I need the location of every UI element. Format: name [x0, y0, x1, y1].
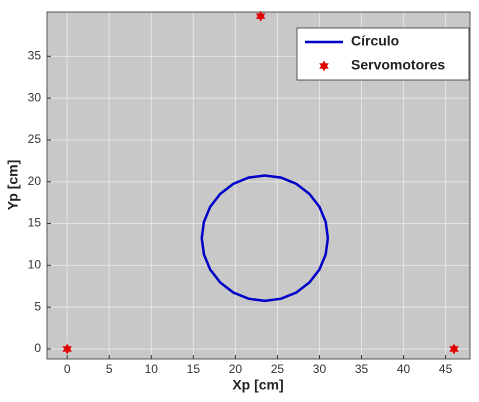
servo-marker	[62, 343, 72, 355]
x-axis-label: Xp [cm]	[232, 377, 283, 393]
x-tick-label: 30	[313, 362, 327, 376]
legend-label: Servomotores	[351, 57, 445, 73]
y-tick-label: 5	[34, 299, 41, 313]
x-tick-label: 45	[439, 362, 453, 376]
x-tick-label: 20	[229, 362, 243, 376]
servo-marker	[255, 10, 266, 22]
y-tick-label: 30	[28, 90, 42, 104]
plot-border	[46, 11, 471, 360]
legend-label: Círculo	[351, 33, 399, 49]
y-tick-label: 0	[34, 341, 41, 355]
y-tick-label: 15	[28, 216, 42, 230]
y-tick-label: 25	[28, 132, 42, 146]
y-tick-label: 10	[28, 258, 42, 272]
x-tick-label: 25	[271, 362, 285, 376]
legend-swatch	[319, 60, 329, 72]
x-tick-label: 40	[397, 362, 411, 376]
x-tick-label: 5	[106, 362, 113, 376]
y-axis-label: Yp [cm]	[5, 160, 21, 211]
circle-line	[200, 174, 330, 303]
y-tick-label: 35	[28, 48, 42, 62]
x-tick-label: 10	[145, 362, 159, 376]
x-tick-label: 15	[187, 362, 201, 376]
y-tick-label: 20	[28, 174, 42, 188]
x-tick-label: 35	[355, 362, 369, 376]
legend-box	[296, 27, 470, 81]
servo-marker	[449, 343, 459, 355]
x-tick-label: 0	[64, 362, 71, 376]
